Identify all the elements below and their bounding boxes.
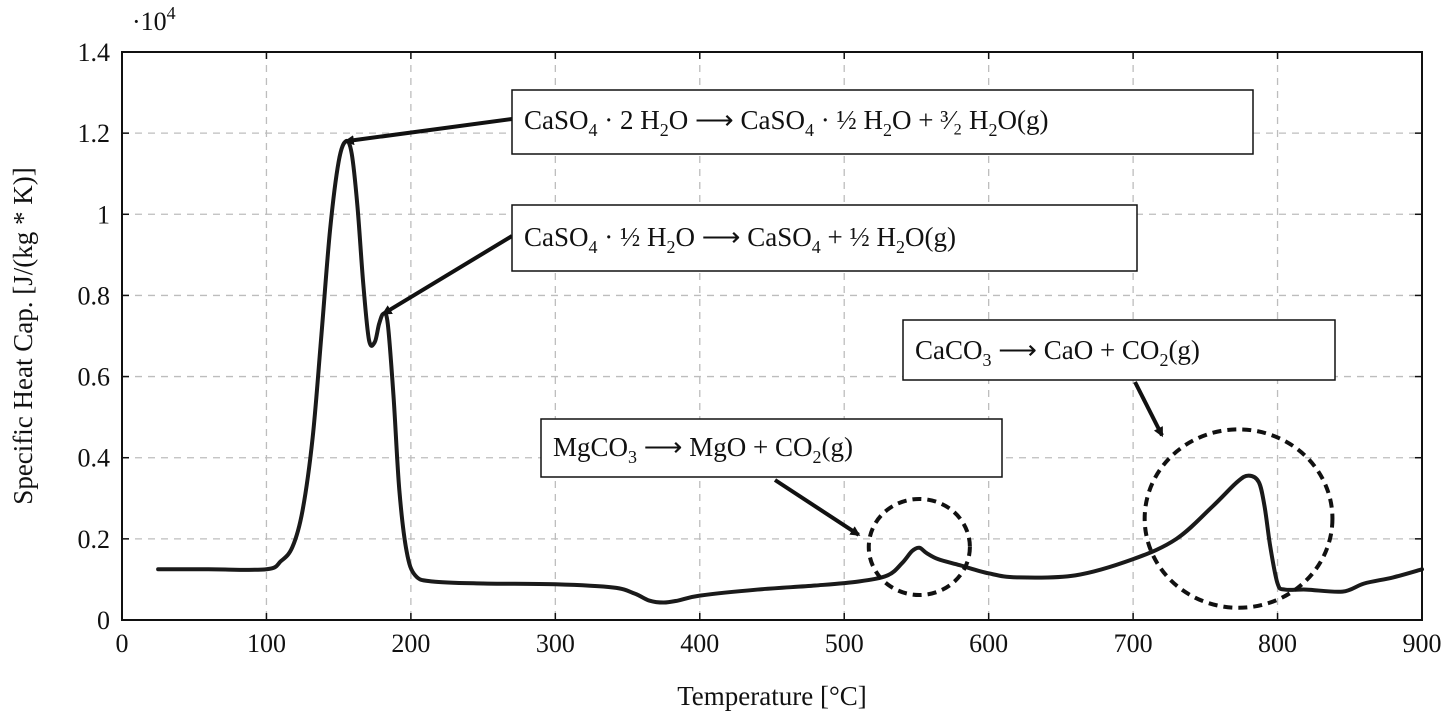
annotation-box (511, 89, 1254, 155)
x-tick-label: 200 (391, 629, 430, 658)
annotation-text: CaSO4 · ½ H2O ⟶ CaSO4 + ½ H2O(g) (524, 222, 956, 257)
annotation-text: CaCO3 ⟶ CaO + CO2(g) (915, 335, 1200, 370)
annotation-box (511, 204, 1138, 272)
caco3-peak-circle (1142, 427, 1335, 610)
y-axis-ticks: 0 0.2 0.4 0.6 0.8 1 1.2 1.4 (78, 38, 1422, 635)
annotation-arrow (343, 117, 513, 146)
annotation-text: CaSO4 · 2 H2O ⟶ CaSO4 · ½ H2O + ³⁄₂ H2O(… (524, 105, 1048, 140)
y-multiplier-base: ·10 (132, 7, 167, 36)
annotation-box (902, 319, 1336, 381)
x-axis-label: Temperature [°C] (677, 681, 867, 711)
y-tick-label: 1.2 (78, 119, 111, 148)
y-tick-label: 0.2 (78, 525, 111, 554)
series-layer (156, 138, 1424, 605)
x-tick-label: 300 (536, 629, 575, 658)
y-tick-label: 0.4 (78, 444, 111, 473)
x-tick-label: 600 (969, 629, 1008, 658)
annotation-text: MgCO3 ⟶ MgO + CO2(g) (553, 432, 853, 467)
annotation-mgco3: MgCO3 ⟶ MgO + CO2(g) (540, 418, 1003, 537)
x-tick-label: 800 (1258, 629, 1297, 658)
y-multiplier-exponent: 4 (167, 3, 176, 23)
annotation-arrow (1133, 381, 1164, 438)
x-tick-label: 400 (680, 629, 719, 658)
y-tick-label: 1.4 (78, 38, 111, 67)
x-tick-label: 700 (1114, 629, 1153, 658)
x-tick-label: 100 (247, 629, 286, 658)
annotation-caso4-hemihydrate: CaSO4 · ½ H2O ⟶ CaSO4 + ½ H2O(g) (381, 204, 1138, 316)
annotation-caso4-dihydrate: CaSO4 · 2 H2O ⟶ CaSO4 · ½ H2O + ³⁄₂ H2O(… (343, 89, 1254, 155)
y-tick-label: 0.6 (78, 363, 111, 392)
annotation-arrow (773, 478, 861, 537)
annotation-arrow (381, 234, 514, 316)
annotation-box (540, 418, 1003, 478)
x-tick-label: 900 (1403, 629, 1442, 658)
y-tick-label: 0 (97, 606, 110, 635)
x-tick-label: 0 (116, 629, 129, 658)
annotation-caco3: CaCO3 ⟶ CaO + CO2(g) (902, 319, 1336, 438)
mgco3-peak-circle (866, 496, 972, 597)
y-multiplier: ·104 (132, 3, 176, 36)
y-tick-label: 1 (97, 200, 110, 229)
y-axis-label: Specific Heat Cap. [J/(kg * K)] (8, 167, 38, 504)
plot-frame (121, 51, 1423, 621)
y-tick-label: 0.8 (78, 281, 111, 310)
x-axis-ticks: 0 100 200 300 400 500 600 700 800 900 (116, 52, 1442, 658)
heat-capacity-line (156, 138, 1424, 605)
x-tick-label: 500 (825, 629, 864, 658)
